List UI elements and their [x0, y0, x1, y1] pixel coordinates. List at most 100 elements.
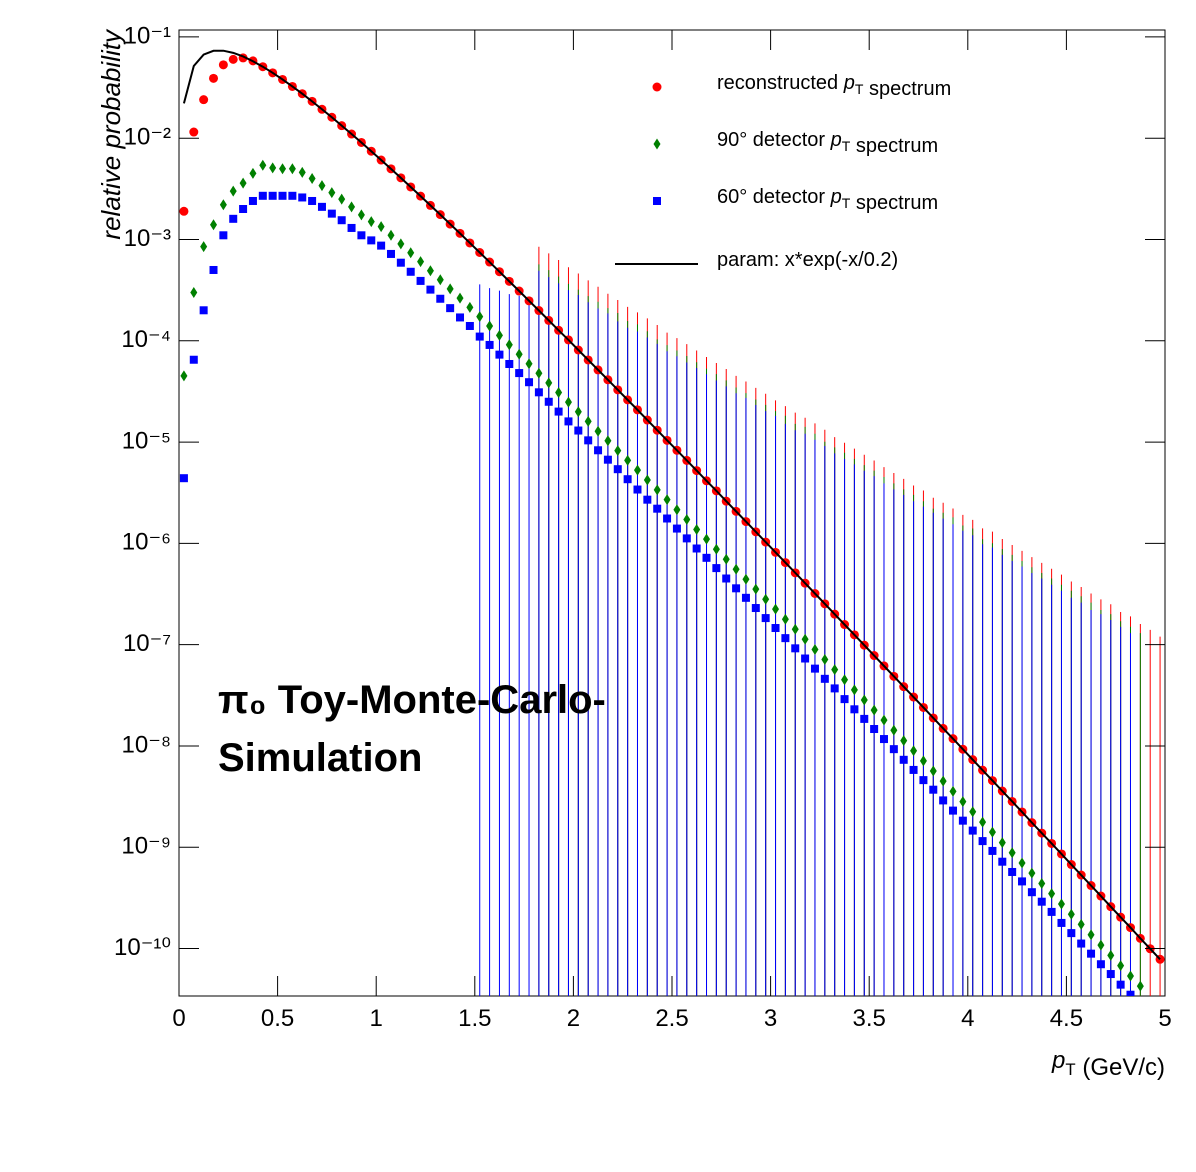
data-point: [426, 285, 435, 294]
y-tick-label: 10⁻²: [124, 124, 171, 151]
x-tick-label: 3: [764, 1005, 777, 1032]
data-point: [249, 167, 257, 179]
data-point: [909, 765, 918, 774]
data-point: [821, 653, 829, 665]
data-point: [791, 644, 800, 653]
data-point: [831, 664, 839, 676]
data-point: [544, 397, 553, 406]
data-point: [910, 745, 918, 757]
data-point: [1126, 990, 1135, 996]
data-point: [239, 177, 247, 189]
data-point: [781, 634, 790, 643]
data-point: [258, 191, 267, 200]
data-point: [594, 446, 603, 455]
x-tick-label: 0.5: [261, 1005, 294, 1032]
data-point: [860, 714, 869, 723]
data-point: [722, 574, 731, 583]
data-point: [190, 286, 198, 298]
data-point: [396, 258, 405, 267]
data-point: [1028, 867, 1036, 879]
data-point: [357, 231, 366, 240]
data-point: [653, 484, 661, 496]
data-point: [495, 329, 503, 341]
y-tick-label: 10⁻⁷: [123, 630, 171, 657]
data-point: [318, 180, 326, 192]
data-point: [672, 524, 681, 533]
data-layer: [179, 49, 1165, 996]
data-point: [772, 603, 780, 615]
data-point: [741, 593, 750, 602]
data-point: [791, 623, 799, 635]
y-tick-label: 10⁻⁴: [121, 326, 171, 353]
y-tick-label: 10⁻⁸: [122, 731, 172, 758]
data-point: [939, 775, 947, 787]
data-point: [811, 643, 819, 655]
plot-frame: [178, 29, 1166, 997]
data-point: [1097, 939, 1105, 951]
data-point: [663, 514, 672, 523]
data-point: [643, 474, 651, 486]
data-point: [564, 417, 573, 426]
data-point: [298, 166, 306, 178]
data-point: [633, 485, 642, 494]
data-point: [386, 249, 395, 258]
data-point: [771, 624, 780, 633]
legend-text: 90° detector pT spectrum: [717, 129, 938, 157]
x-tick-label: 4: [961, 1005, 974, 1032]
x-axis-title: pT (GeV/c): [1051, 1047, 1165, 1081]
data-point: [218, 60, 228, 70]
data-point: [574, 406, 582, 418]
data-point: [761, 614, 770, 623]
data-point: [673, 504, 681, 516]
data-point: [525, 378, 534, 387]
data-point: [555, 386, 563, 398]
data-point: [308, 173, 316, 185]
data-point: [890, 724, 898, 736]
data-point: [919, 755, 927, 767]
data-point: [929, 785, 938, 794]
data-point: [1037, 897, 1046, 906]
data-point: [574, 426, 583, 435]
data-point: [988, 846, 997, 855]
data-point: [860, 694, 868, 706]
legend-marker: [653, 138, 661, 150]
data-point: [189, 355, 198, 364]
data-point: [219, 199, 227, 211]
data-point: [959, 796, 967, 808]
data-point: [417, 256, 425, 268]
data-point: [279, 163, 287, 175]
data-point: [998, 857, 1007, 866]
data-point: [327, 209, 336, 218]
data-point: [594, 425, 602, 437]
data-point: [751, 604, 760, 613]
data-point: [998, 837, 1006, 849]
data-point: [485, 340, 494, 349]
data-point: [1038, 877, 1046, 889]
data-point: [978, 837, 987, 846]
data-point: [1117, 960, 1125, 972]
data-point: [407, 247, 415, 259]
data-point: [830, 684, 839, 693]
data-point: [347, 223, 356, 232]
data-point: [456, 292, 464, 304]
data-point: [732, 563, 740, 575]
x-tick-label: 1.5: [458, 1005, 491, 1032]
data-point: [1047, 907, 1056, 916]
data-point: [1096, 960, 1105, 969]
data-point: [189, 127, 199, 137]
data-point: [367, 216, 375, 228]
data-point: [1067, 908, 1075, 920]
data-point: [456, 313, 465, 322]
data-point: [840, 695, 849, 704]
data-point: [229, 214, 238, 223]
data-point: [179, 206, 189, 216]
data-point: [1116, 980, 1125, 989]
data-point: [712, 543, 720, 555]
data-point: [229, 185, 237, 197]
data-point: [603, 455, 612, 464]
data-point: [209, 73, 219, 83]
data-point: [949, 806, 958, 815]
data-point: [820, 674, 829, 683]
data-point: [179, 474, 188, 483]
